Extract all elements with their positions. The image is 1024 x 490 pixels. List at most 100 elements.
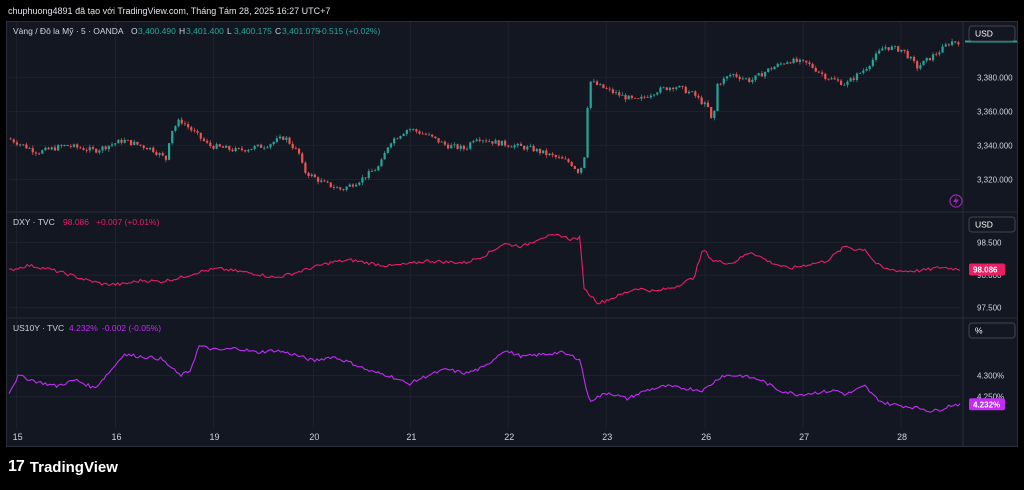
x-tick-label: 19 [209,432,219,442]
candle-body [805,60,808,63]
candle-body [316,177,320,182]
candle-body [938,52,941,55]
candle-body [773,66,776,70]
candle-body [776,63,779,67]
candle-body [605,88,608,89]
candle-body [957,42,960,45]
candle-body [830,78,833,80]
candle-body [148,147,152,150]
candle-body [434,136,437,139]
candle-body [827,78,830,80]
candle-body [437,138,440,143]
candle-body [881,48,884,51]
candle-body [798,59,802,62]
candle-body [101,146,104,151]
candle-body [22,144,25,146]
candle-body [443,141,446,145]
candle-body [126,139,129,141]
candle-body [91,147,95,149]
candle-body [85,149,88,151]
candle-body [614,92,618,94]
y-tick-label: 3,380.000 [977,73,1013,82]
candle-body [637,98,640,100]
attribution-text: chuphuong4891 đã tạo với TradingView.com… [8,6,331,16]
candle-body [668,87,672,91]
candle-body [944,44,947,47]
candle-body [919,65,922,69]
unit-button[interactable] [968,216,1016,233]
candle-body [431,134,434,137]
candle-body [602,84,605,89]
candle-body [652,94,656,96]
candle-body [871,59,874,66]
candle-body [47,147,50,150]
candle-body [681,85,684,87]
ohlc-value: 3,400.175 [234,26,272,36]
candle-body [627,95,630,100]
candle-body [570,162,573,167]
brand-name: TradingView [29,458,118,476]
candle-body [741,78,744,80]
candle-body [377,166,380,171]
candle-body [275,138,278,142]
candle-body [786,62,789,64]
candle-body [706,102,710,108]
candle-body [355,184,358,187]
ohlc-value: 3,401.400 [186,26,224,36]
candle-body [608,88,611,90]
candle-body [633,97,637,99]
candle-body [672,87,675,89]
unit-button[interactable] [968,25,1016,42]
candle-body [821,72,824,74]
candle-body [941,46,944,53]
candle-body [748,78,751,82]
candle-body [551,153,554,156]
candle-body [76,144,79,148]
candle-body [890,46,893,50]
candle-body [15,142,19,145]
candle-body [250,148,253,150]
candle-body [849,78,852,82]
candle-body [123,139,126,143]
candle-body [288,137,291,144]
footer-brand[interactable]: 17 TradingView [8,458,118,476]
tradingview-logo-icon: 17 [8,458,25,475]
candle-body [767,68,770,72]
candle-body [259,144,263,148]
candle-body [120,139,123,143]
candle-body [374,170,377,172]
candle-body [199,132,202,139]
candle-body [291,143,294,149]
lightning-icon[interactable] [949,194,963,208]
candle-body [469,142,472,149]
unit-button-label: USD [975,220,993,230]
chart-frame[interactable]: 3,380.000 3,360.000 3,340.000 3,320.000 Vàng… [6,21,1018,447]
candle-body [532,146,535,152]
x-tick-label: 22 [504,432,514,442]
candle-body [383,152,386,160]
candle-body [523,145,526,150]
y-tick-label: 3,360.000 [977,107,1013,116]
candle-body [801,59,805,61]
candle-body [691,91,694,93]
candle-body [697,95,700,98]
candle-body [225,146,228,148]
candle-body [893,46,897,47]
candle-body [475,139,478,142]
chart-svg[interactable]: 3,380.000 3,360.000 3,340.000 3,320.000 Vàng… [7,22,1017,446]
candle-body [494,140,497,144]
candle-body [576,168,580,173]
series-value: 4.232% [69,323,98,333]
x-tick-label: 26 [701,432,711,442]
candle-body [732,74,735,76]
unit-button-label: % [975,326,983,336]
candle-body [152,147,155,153]
candle-body [196,131,199,133]
candle-body [535,148,538,152]
unit-button[interactable] [968,322,1016,339]
candle-body [542,150,545,154]
candle-body [348,184,351,187]
candle-body [516,143,519,146]
candle-body [662,87,665,89]
candle-body [307,172,310,176]
